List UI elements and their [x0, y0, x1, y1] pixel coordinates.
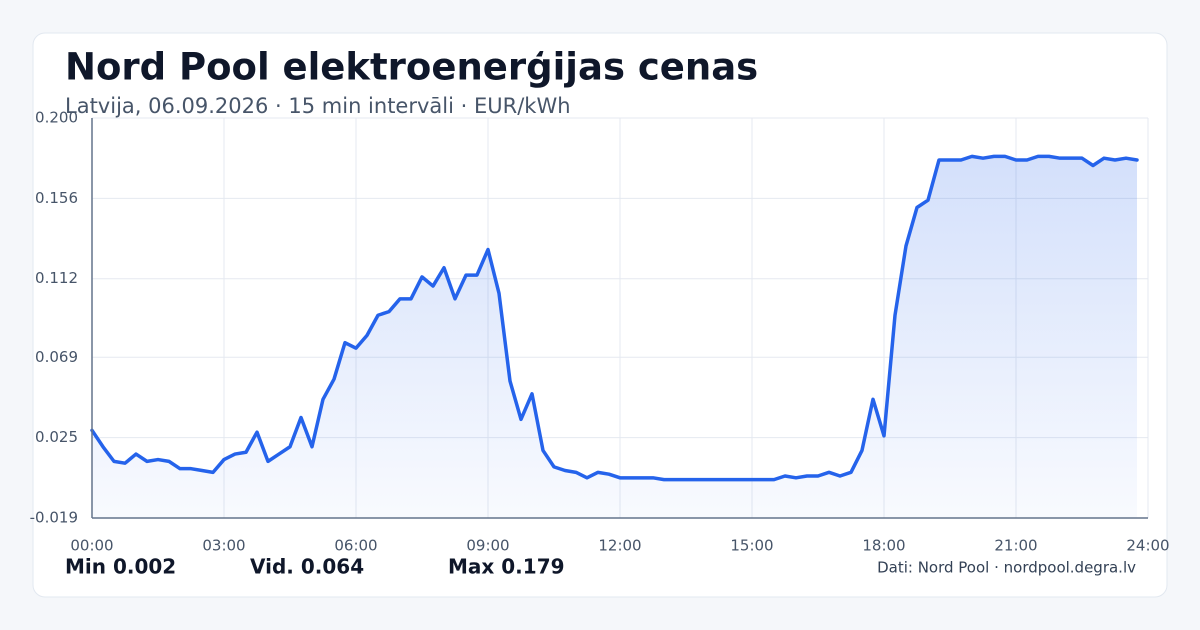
chart-title: Nord Pool elektroenerģijas cenas: [65, 46, 758, 89]
chart-subtitle: Latvija, 06.09.2026 · 15 min intervāli ·…: [65, 94, 571, 118]
x-tick-label: 03:00: [202, 537, 245, 555]
source: Dati: Nord Pool · nordpool.degra.lv: [877, 559, 1136, 577]
stat-avg: Vid. 0.064: [250, 555, 364, 579]
x-tick-label: 24:00: [1126, 537, 1169, 555]
y-tick-label: -0.019: [30, 509, 78, 527]
y-tick-label: 0.112: [35, 269, 78, 287]
x-tick-label: 00:00: [70, 537, 113, 555]
x-tick-label: 06:00: [334, 537, 377, 555]
x-tick-label: 09:00: [466, 537, 509, 555]
y-tick-label: 0.156: [35, 189, 78, 207]
plot: -0.019 0.025 0.069 0.112 0.156 0.200 00:00 03:0…: [30, 109, 1170, 555]
x-tick-label: 21:00: [994, 537, 1037, 555]
stat-min: Min 0.002: [65, 555, 176, 579]
y-tick-label: 0.069: [35, 348, 78, 366]
x-tick-label: 18:00: [862, 537, 905, 555]
stat-max: Max 0.179: [448, 555, 565, 579]
area: [92, 156, 1137, 518]
line: [90, 154, 1139, 482]
y-tick-label: 0.200: [35, 109, 78, 127]
y-tick-label: 0.025: [35, 428, 78, 446]
x-tick-label: 15:00: [730, 537, 773, 555]
x-tick-label: 12:00: [598, 537, 641, 555]
